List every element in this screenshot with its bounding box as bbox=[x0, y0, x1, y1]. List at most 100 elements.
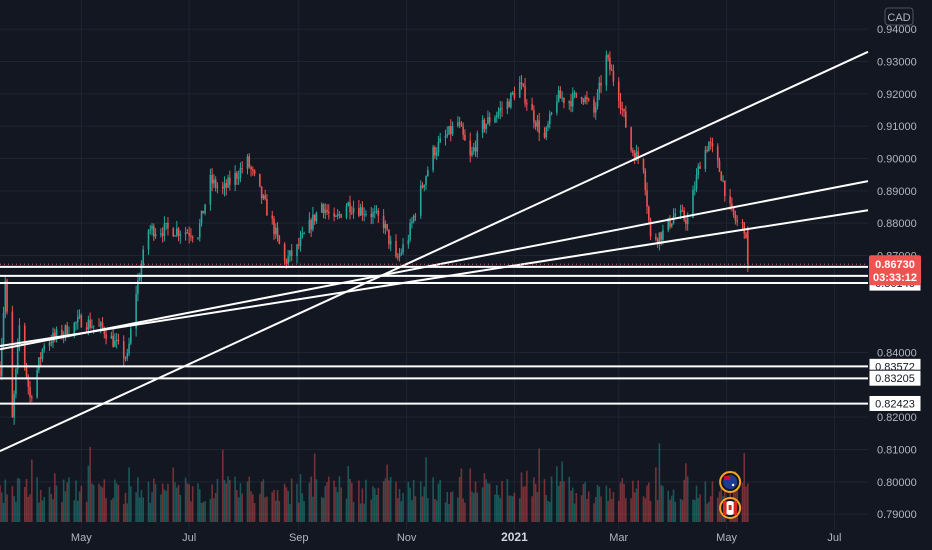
volume-bar bbox=[409, 487, 411, 522]
volume-bar bbox=[407, 481, 410, 522]
candle-body bbox=[197, 237, 199, 239]
candle-body bbox=[363, 214, 365, 216]
candle-body bbox=[188, 232, 190, 236]
volume-bar bbox=[446, 491, 449, 522]
candle-body bbox=[358, 207, 360, 216]
australia-flag-icon[interactable] bbox=[719, 471, 742, 493]
volume-bar bbox=[494, 494, 496, 522]
candle-body bbox=[283, 243, 286, 261]
volume-bar bbox=[593, 503, 595, 522]
volume-bar bbox=[50, 494, 53, 522]
time-tick-label: Sep bbox=[289, 532, 309, 544]
volume-bar bbox=[686, 476, 689, 522]
volume-bar bbox=[213, 498, 215, 522]
volume-bar bbox=[679, 498, 682, 522]
volume-bar bbox=[345, 498, 348, 522]
candle-body bbox=[699, 166, 701, 169]
candle-body bbox=[276, 227, 279, 236]
candle-body bbox=[73, 322, 76, 335]
volume-bar bbox=[708, 501, 710, 522]
trendlines[interactable] bbox=[0, 50, 869, 453]
volume-bar bbox=[308, 482, 311, 522]
candle-body bbox=[87, 319, 90, 330]
volume-bar bbox=[320, 496, 323, 522]
time-tick-label: 2021 bbox=[501, 530, 528, 544]
volume-bar bbox=[142, 497, 144, 522]
volume-bar bbox=[685, 463, 687, 522]
candle-body bbox=[0, 368, 1, 376]
volume-bar bbox=[25, 478, 28, 522]
candle-body bbox=[6, 280, 8, 312]
trendline[interactable] bbox=[0, 209, 869, 348]
volume-bar bbox=[444, 502, 447, 522]
time-axis[interactable]: May Jul Sep Nov 2021 Mar May Jul bbox=[71, 530, 842, 544]
candle-body bbox=[313, 214, 316, 222]
candle-body bbox=[511, 92, 514, 94]
candle-body bbox=[568, 101, 571, 104]
candle-body bbox=[370, 214, 373, 218]
volume-bar bbox=[499, 498, 502, 522]
volume-bar bbox=[160, 494, 162, 522]
candle-body bbox=[670, 223, 673, 227]
canada-flag-icon[interactable] bbox=[719, 497, 742, 519]
candle-body bbox=[15, 369, 17, 395]
volume-bar bbox=[632, 480, 634, 522]
event-markers[interactable] bbox=[719, 471, 742, 519]
candle-body bbox=[460, 123, 463, 127]
volume-bar bbox=[147, 481, 150, 522]
candle-body bbox=[340, 214, 342, 218]
candle-body bbox=[524, 85, 526, 104]
volume-bar bbox=[655, 467, 657, 522]
candle-body bbox=[31, 396, 33, 398]
volume-bar bbox=[635, 488, 638, 522]
volume-bar bbox=[124, 492, 127, 522]
candle-body bbox=[469, 140, 472, 156]
volume-bar bbox=[223, 480, 226, 522]
candle-body bbox=[0, 343, 3, 376]
volume-bar bbox=[520, 472, 523, 522]
volume-bar bbox=[697, 497, 700, 522]
volume-bar bbox=[471, 491, 473, 522]
candle-body bbox=[458, 122, 461, 124]
candle-body bbox=[175, 228, 178, 236]
candle-body bbox=[674, 213, 677, 217]
volume-bar bbox=[734, 471, 737, 522]
volume-bar bbox=[524, 486, 526, 522]
candle-body bbox=[434, 147, 436, 156]
candle-body bbox=[586, 97, 588, 100]
volume-bar bbox=[161, 483, 164, 522]
candle-body bbox=[289, 250, 291, 257]
candle-body bbox=[297, 244, 300, 246]
volume-bar bbox=[333, 480, 335, 522]
volume-bar bbox=[117, 485, 120, 522]
candle-body bbox=[506, 101, 509, 109]
volume-bar bbox=[253, 503, 256, 522]
horizontal-levels[interactable] bbox=[0, 265, 868, 405]
volume-bar bbox=[186, 483, 189, 522]
volume-bar bbox=[310, 476, 312, 522]
volume-bar bbox=[672, 489, 675, 522]
volume-bar bbox=[741, 482, 744, 522]
candle-body bbox=[200, 210, 203, 224]
volume-bar bbox=[370, 499, 373, 522]
candle-body bbox=[38, 357, 40, 371]
volume-bar bbox=[128, 467, 130, 522]
volume-bar bbox=[557, 485, 560, 522]
price-tick-label: 0.91000 bbox=[877, 121, 917, 133]
candle-body bbox=[310, 219, 312, 230]
volume-bar bbox=[315, 479, 318, 522]
candle-body bbox=[536, 120, 539, 127]
time-tick-label: Jul bbox=[827, 532, 841, 544]
candle-body bbox=[11, 311, 14, 418]
candle-body bbox=[716, 146, 719, 161]
price-axis[interactable]: 0.94000 0.93000 0.92000 0.91000 0.90000 0.890… bbox=[877, 24, 917, 521]
candle-body bbox=[64, 325, 67, 335]
candle-body bbox=[660, 232, 662, 240]
trendline[interactable] bbox=[0, 50, 869, 453]
candle-body bbox=[142, 249, 144, 265]
trendline[interactable] bbox=[0, 180, 869, 351]
volume-bar bbox=[388, 480, 390, 522]
candle-body bbox=[561, 97, 563, 99]
candle-body bbox=[656, 239, 659, 243]
